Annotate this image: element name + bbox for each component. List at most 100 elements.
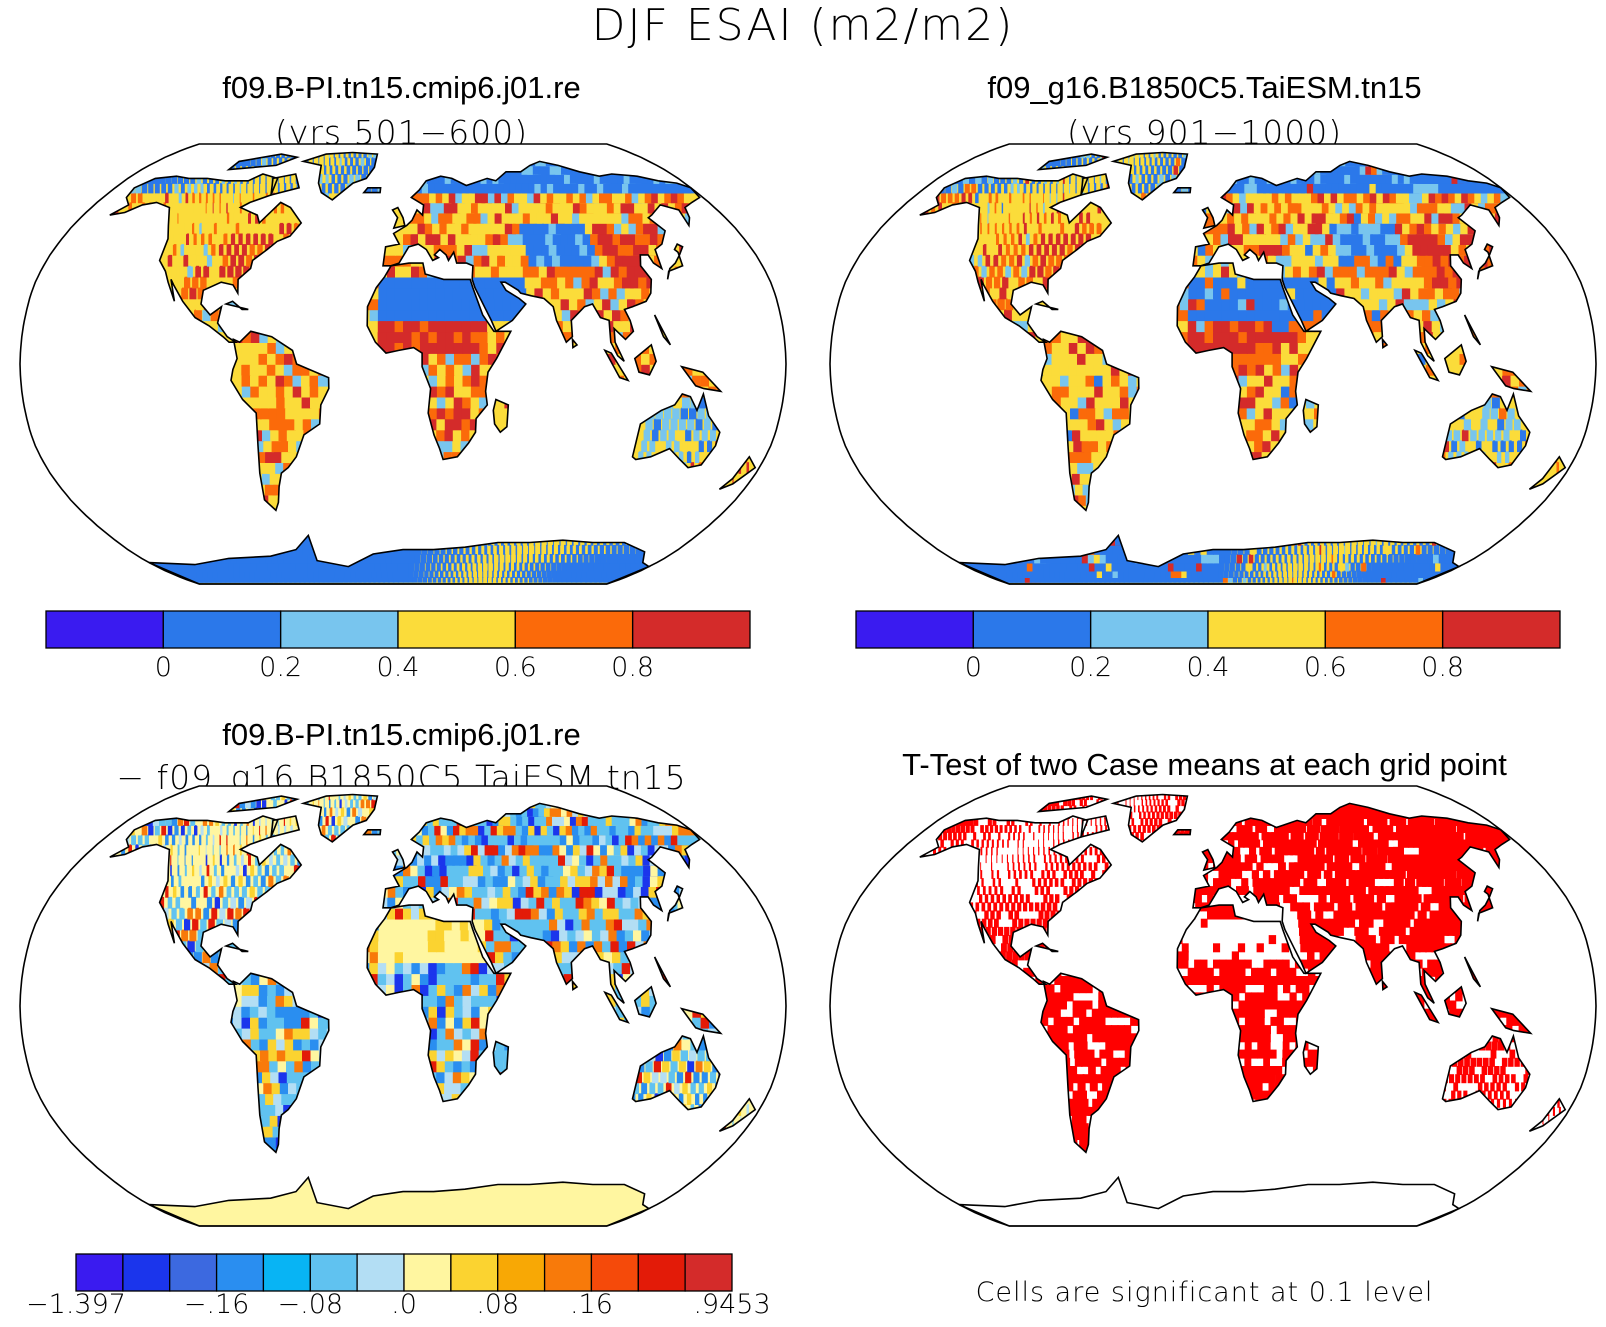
coastline-africa [1176, 904, 1323, 1103]
coastline-cuba [1033, 300, 1059, 311]
map-panel-3 [19, 785, 787, 1227]
coastline-baffin [270, 815, 301, 839]
coastline-philippines [653, 314, 672, 346]
colorbar-3-box-4 [262, 1253, 311, 1292]
colorbar-3-tick-label: −1.397 [26, 1289, 126, 1320]
coastline-australia [1441, 391, 1531, 469]
coastline-baffin [1080, 173, 1111, 197]
coastline-eurasia [382, 802, 701, 1004]
colorbar-2 [855, 610, 1561, 649]
coastline-iceland [1172, 829, 1192, 836]
coastline-iceland [1172, 187, 1192, 194]
colorbar-1 [45, 610, 751, 649]
coastline-uk [391, 206, 406, 230]
panel3-title: f09.B-PI.tn15.cmip6.j01.re [222, 717, 581, 752]
coastline-baffin [1080, 815, 1111, 839]
coastline-borneo [633, 985, 657, 1018]
colorbar-3-box-5 [309, 1253, 358, 1292]
colorbar-2-box-3 [1207, 610, 1326, 649]
colorbar-1-tick-label: 0.8 [611, 652, 655, 683]
coastline-africa [1176, 262, 1323, 461]
coastline-cuba [1033, 942, 1059, 953]
colorbar-2-box-0 [855, 610, 974, 649]
map-ocean [20, 786, 786, 1226]
colorbar-1-tick-label: 0.4 [376, 652, 420, 683]
colorbar-1-box-4 [514, 610, 634, 649]
map-panel-2 [829, 143, 1597, 585]
coastline-newGuinea [1489, 365, 1533, 393]
coastline-greenland [300, 151, 379, 201]
coastline-greenland [300, 793, 379, 843]
coastline-newGuinea [679, 365, 723, 393]
coastline-iceland [362, 829, 382, 836]
coastline-eurasia [1192, 802, 1511, 1004]
colorbar-2-box-2 [1090, 610, 1209, 649]
coastline-newZealand [718, 1097, 757, 1132]
coastline-philippines [1463, 956, 1482, 988]
colorbar-3-tick-label: .16 [569, 1289, 613, 1320]
coastline-greenland [1110, 151, 1189, 201]
colorbar-3-box-11 [590, 1253, 639, 1292]
colorbar-1-box-5 [632, 610, 751, 649]
coastline-uk [1201, 206, 1216, 230]
coastline-arcticIsles [1036, 795, 1111, 813]
coastline-southAmerica [1040, 330, 1140, 512]
coastline-sumatra [603, 348, 630, 382]
colorbar-3-box-0 [75, 1253, 124, 1292]
colorbar-2-tick-label: 0.8 [1421, 652, 1465, 683]
colorbar-2-tick-label: 0.6 [1303, 652, 1347, 683]
coastline-sriLanka [1381, 979, 1389, 992]
map-ocean [20, 144, 786, 584]
colorbar-3-box-13 [684, 1253, 733, 1292]
colorbar-3-tick-label: −.16 [183, 1289, 250, 1320]
colorbar-3-tick-label: −.08 [277, 1289, 344, 1320]
coastline-japan [666, 243, 684, 280]
coastline-antarctica [148, 1175, 651, 1227]
coastline-sriLanka [571, 979, 579, 992]
coastline-southAmerica [1040, 972, 1140, 1154]
coastline-sriLanka [1381, 337, 1389, 350]
coastline-borneo [1443, 343, 1467, 376]
colorbar-3-box-12 [637, 1253, 686, 1292]
coastline-madagascar [492, 1040, 510, 1076]
colorbar-1-box-1 [162, 610, 282, 649]
coastline-borneo [1443, 985, 1467, 1018]
colorbar-3-tick-label: .0 [391, 1289, 417, 1320]
map-outline [829, 143, 1597, 585]
colorbar-3-box-3 [215, 1253, 265, 1292]
coastline-australia [1441, 1033, 1531, 1111]
map-outline [19, 143, 787, 585]
coastline-southAmerica [230, 972, 330, 1154]
colorbar-2-tick-label: 0.2 [1069, 652, 1113, 683]
coastline-africa [366, 262, 513, 461]
colorbar-2-box-5 [1442, 610, 1561, 649]
colorbar-3-tick-label: .08 [476, 1289, 520, 1320]
coastline-iceland [362, 187, 382, 194]
coastline-antarctica [958, 533, 1461, 585]
figure-title: DJF ESAI (m2/m2) [591, 0, 1015, 51]
colorbar-3-box-1 [122, 1253, 171, 1292]
panel1-title: f09.B-PI.tn15.cmip6.j01.re [222, 70, 581, 105]
coastline-arcticIsles [226, 153, 301, 171]
coastline-sriLanka [571, 337, 579, 350]
significance-footnote: Cells are significant at 0.1 level [975, 1277, 1434, 1308]
coastline-philippines [1463, 314, 1482, 346]
colorbar-3-box-6 [356, 1253, 405, 1292]
coastline-madagascar [1302, 398, 1320, 434]
coastline-arcticIsles [1036, 153, 1111, 171]
colorbar-2-box-4 [1324, 610, 1444, 649]
coastline-newZealand [718, 455, 757, 490]
coastline-arcticIsles [226, 795, 301, 813]
coastline-africa [366, 904, 513, 1103]
coastline-sumatra [1413, 348, 1440, 382]
coastline-newZealand [1528, 1097, 1567, 1132]
coastline-eurasia [1192, 160, 1511, 362]
colorbar-1-box-3 [397, 610, 516, 649]
colorbar-1-tick-label: 0.2 [259, 652, 303, 683]
colorbar-3-box-9 [497, 1253, 546, 1292]
colorbar-3-box-8 [450, 1253, 499, 1292]
map-panel-1 [19, 143, 787, 585]
coastline-sumatra [1413, 990, 1440, 1024]
coastline-australia [631, 1033, 721, 1111]
